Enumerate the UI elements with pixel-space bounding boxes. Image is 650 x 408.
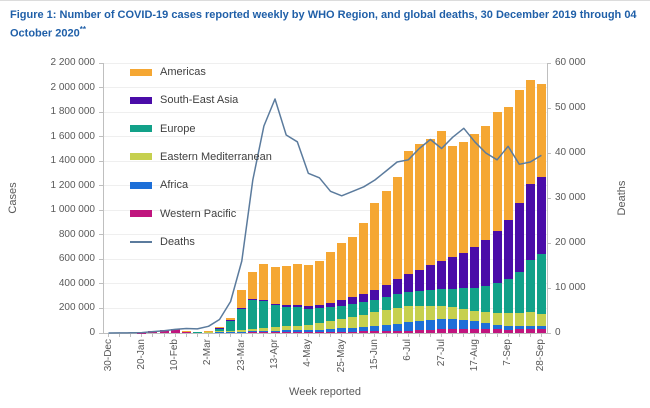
legend-label: Africa <box>160 179 188 191</box>
legend-color-swatch <box>130 210 152 217</box>
y-axis-left-tick-label: 1 200 000 <box>51 180 96 191</box>
x-tick-label: 23-Mar <box>236 339 247 371</box>
y-axis-left-tick-label: 1 000 000 <box>51 204 96 215</box>
y-axis-left-tick-label: 800 000 <box>59 229 95 240</box>
y-axis-title-deaths: Deaths <box>616 148 628 248</box>
figure-title: Figure 1: Number of COVID-19 cases repor… <box>10 7 644 43</box>
legend-item-eastern-mediterranean: Eastern Mediterranean <box>130 150 272 164</box>
legend-item-africa: Africa <box>130 178 188 192</box>
y-axis-right-tick-label: 60 000 <box>555 57 586 68</box>
legend-item-europe: Europe <box>130 122 195 136</box>
x-tick-label: 25-May <box>336 339 347 372</box>
x-tick-label: 20-Jan <box>136 339 147 370</box>
x-tick-label: 15-Jun <box>369 339 380 370</box>
y-axis-line-right <box>547 63 548 333</box>
y-axis-title-cases: Cases <box>7 148 19 248</box>
x-tick-label: 2-Mar <box>202 339 213 365</box>
y-axis-left-tick-label: 2 200 000 <box>51 57 96 68</box>
legend-label: Eastern Mediterranean <box>160 151 272 163</box>
y-axis-right-tick-label: 10 000 <box>555 282 586 293</box>
x-tick-label: 10-Feb <box>169 339 180 371</box>
legend-item-western-pacific: Western Pacific <box>130 207 236 221</box>
figure-title-footnote-marker: ** <box>80 25 86 34</box>
legend-color-swatch <box>130 97 152 104</box>
x-tick-label: 13-Apr <box>269 339 280 369</box>
legend-item-south-east-asia: South-East Asia <box>130 93 238 107</box>
y-axis-left-tick-label: 400 000 <box>59 278 95 289</box>
x-tick-label: 4-May <box>302 339 313 367</box>
y-axis-right-tick-label: 40 000 <box>555 147 586 158</box>
legend-color-swatch <box>130 153 152 160</box>
y-axis-right-tick-label: 0 <box>555 327 561 338</box>
legend-label: Western Pacific <box>160 208 236 220</box>
legend-color-swatch <box>130 69 152 76</box>
x-tick-label: 30-Dec <box>103 339 114 371</box>
x-tick-label: 17-Aug <box>469 339 480 371</box>
x-tick-label: 6-Jul <box>402 339 413 361</box>
legend-color-swatch <box>130 125 152 132</box>
y-axis-left-tick-label: 600 000 <box>59 253 95 264</box>
y-axis-right-tick-label: 20 000 <box>555 237 586 248</box>
legend-label: Europe <box>160 123 195 135</box>
y-axis-left-tick-label: 1 600 000 <box>51 131 96 142</box>
y-axis-left-tick-label: 2 000 000 <box>51 82 96 93</box>
figure-title-text: Figure 1: Number of COVID-19 cases repor… <box>10 9 637 40</box>
x-tick-label: 27-Jul <box>436 339 447 366</box>
y-axis-left-tick-label: 0 <box>89 327 95 338</box>
legend-label: Deaths <box>160 236 195 248</box>
x-tick-label: 28-Sep <box>535 339 546 371</box>
y-axis-left-tick-label: 1 400 000 <box>51 155 96 166</box>
legend-item-americas: Americas <box>130 65 206 79</box>
y-axis-right-tick-label: 50 000 <box>555 102 586 113</box>
legend-label: Americas <box>160 66 206 78</box>
legend-item-deaths: Deaths <box>130 235 195 249</box>
legend-label: South-East Asia <box>160 94 238 106</box>
legend-color-swatch <box>130 182 152 189</box>
legend-line-sample <box>130 241 152 243</box>
x-tick-label: 7-Sep <box>502 339 513 366</box>
y-axis-left-tick-label: 200 000 <box>59 302 95 313</box>
y-axis-right-tick-label: 30 000 <box>555 192 586 203</box>
x-axis-title: Week reported <box>103 386 547 398</box>
y-axis-left-tick-label: 1 800 000 <box>51 106 96 117</box>
